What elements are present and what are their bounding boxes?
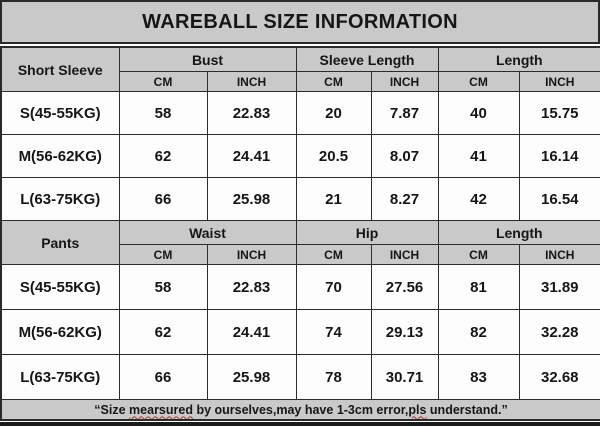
size-value-cell: 21 (295, 177, 372, 221)
size-value-cell: 78 (295, 354, 372, 400)
table-row: M(56-62KG) 62 24.41 74 29.13 82 32.28 (0, 309, 600, 355)
unit-header-cm: CM (118, 244, 208, 265)
size-value-cell: 66 (118, 354, 208, 400)
unit-header-inch: INCH (518, 244, 600, 265)
unit-header-inch: INCH (206, 71, 297, 92)
size-value-cell: 58 (118, 91, 208, 135)
column-group-sleeve-length: Sleeve Length (295, 46, 439, 72)
size-value-cell: 32.68 (518, 354, 600, 400)
size-value-cell: 66 (118, 177, 208, 221)
size-value-cell: 16.14 (518, 134, 600, 178)
row-label: M(56-62KG) (0, 309, 120, 355)
disclaimer-text: “Size mearsured by ourselves,may have 1-… (0, 399, 600, 421)
column-group-hip: Hip (295, 220, 439, 245)
unit-header-row: CM INCH CM INCH CM INCH (1, 71, 600, 92)
size-value-cell: 81 (437, 264, 520, 310)
size-value-cell: 58 (118, 264, 208, 310)
size-value-cell: 24.41 (206, 134, 297, 178)
size-value-cell: 40 (437, 91, 520, 135)
table-row: S(45-55KG) 58 22.83 20 7.87 40 15.75 (0, 91, 600, 135)
table-row: M(56-62KG) 62 24.41 20.5 8.07 41 16.14 (0, 134, 600, 178)
size-value-cell: 16.54 (518, 177, 600, 221)
disclaimer-segment: “Size (94, 402, 130, 417)
disclaimer-segment-misspelled: mearsured (129, 402, 193, 417)
table-row: L(63-75KG) 66 25.98 21 8.27 42 16.54 (0, 177, 600, 221)
disclaimer-segment: by ourselves,may have 1-3cm error, (192, 402, 409, 417)
unit-header-cm: CM (118, 71, 208, 92)
section-name-short-sleeve: Short Sleeve (0, 46, 120, 92)
unit-header-cm: CM (295, 244, 372, 265)
size-value-cell: 22.83 (206, 264, 297, 310)
row-label: S(45-55KG) (0, 91, 120, 135)
section-name-pants: Pants (0, 220, 120, 265)
size-value-cell: 62 (118, 309, 208, 355)
row-label: L(63-75KG) (0, 354, 120, 400)
disclaimer-segment: understand.” (426, 402, 508, 417)
column-group-length: Length (437, 46, 600, 72)
size-value-cell: 25.98 (206, 177, 297, 221)
size-value-cell: 7.87 (370, 91, 439, 135)
size-value-cell: 82 (437, 309, 520, 355)
size-value-cell: 22.83 (206, 91, 297, 135)
size-value-cell: 8.27 (370, 177, 439, 221)
size-value-cell: 30.71 (370, 354, 439, 400)
unit-header-inch: INCH (518, 71, 600, 92)
size-value-cell: 20 (295, 91, 372, 135)
column-group-length: Length (437, 220, 600, 245)
size-value-cell: 24.41 (206, 309, 297, 355)
row-label: L(63-75KG) (0, 177, 120, 221)
row-label: M(56-62KG) (0, 134, 120, 178)
unit-header-cm: CM (295, 71, 372, 92)
size-value-cell: 83 (437, 354, 520, 400)
size-value-cell: 20.5 (295, 134, 372, 178)
disclaimer-segment-misspelled: pls (408, 402, 427, 417)
size-value-cell: 32.28 (518, 309, 600, 355)
size-value-cell: 31.89 (518, 264, 600, 310)
size-value-cell: 25.98 (206, 354, 297, 400)
size-value-cell: 62 (118, 134, 208, 178)
size-value-cell: 27.56 (370, 264, 439, 310)
size-value-cell: 15.75 (518, 91, 600, 135)
size-value-cell: 74 (295, 309, 372, 355)
section-header-row-pants: Pants Waist Hip Length (0, 220, 600, 265)
size-value-cell: 8.07 (370, 134, 439, 178)
size-value-cell: 41 (437, 134, 520, 178)
size-value-cell: 42 (437, 177, 520, 221)
size-table: Short Sleeve Bust Sleeve Length Length C… (0, 46, 600, 421)
unit-header-row: CM INCH CM INCH CM INCH (1, 244, 600, 265)
unit-header-inch: INCH (206, 244, 297, 265)
unit-header-inch: INCH (370, 244, 439, 265)
column-group-waist: Waist (118, 220, 297, 245)
unit-header-cm: CM (437, 244, 520, 265)
size-value-cell: 70 (295, 264, 372, 310)
size-value-cell: 29.13 (370, 309, 439, 355)
unit-header-inch: INCH (370, 71, 439, 92)
unit-header-cm: CM (437, 71, 520, 92)
row-label: S(45-55KG) (0, 264, 120, 310)
bottom-edge-strip (0, 422, 600, 426)
section-header-row-short-sleeve: Short Sleeve Bust Sleeve Length Length (0, 46, 600, 92)
table-row: L(63-75KG) 66 25.98 78 30.71 83 32.68 (0, 354, 600, 400)
column-group-bust: Bust (118, 46, 297, 72)
table-row: S(45-55KG) 58 22.83 70 27.56 81 31.89 (0, 264, 600, 310)
disclaimer-row: “Size mearsured by ourselves,may have 1-… (0, 399, 600, 421)
page-title: WAREBALL SIZE INFORMATION (0, 0, 600, 44)
